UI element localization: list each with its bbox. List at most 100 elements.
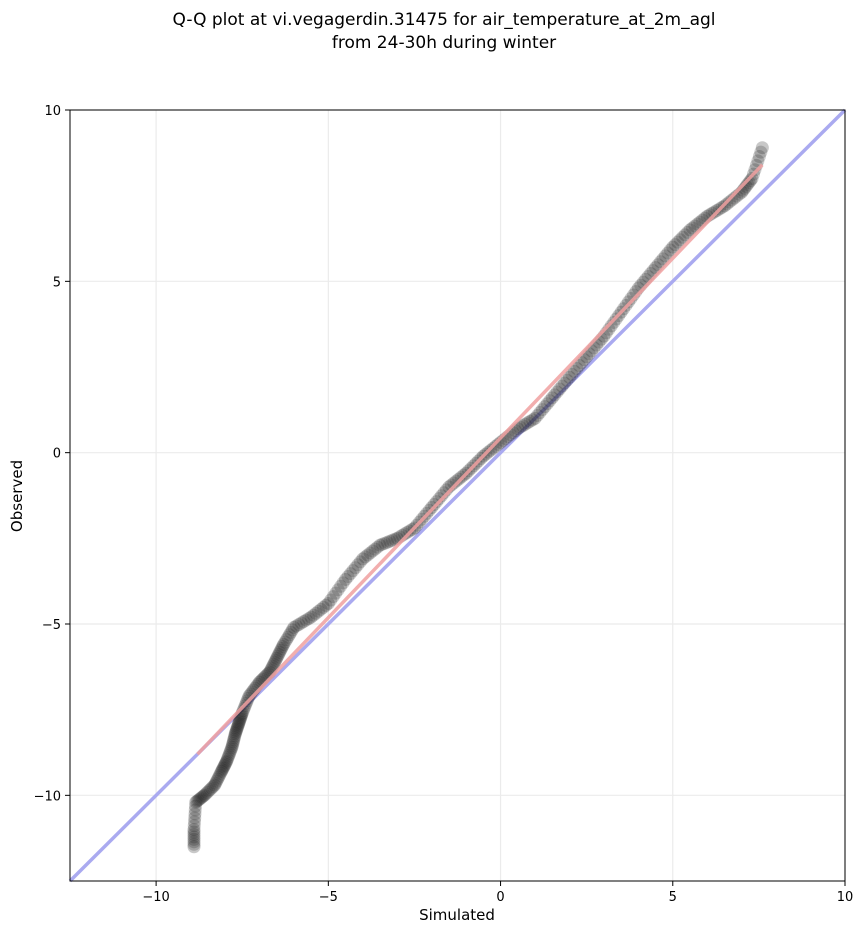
- quantile-point-0: [187, 840, 201, 854]
- quantile-point-interp-13-3: [266, 659, 280, 673]
- reference-line: [68, 108, 847, 883]
- quantile-point-interp-1-3: [188, 811, 202, 825]
- quantile-point-interp-17-1: [307, 608, 321, 622]
- quantile-point-interp-7-4: [227, 733, 241, 747]
- quantile-point-interp-8-5: [231, 719, 245, 733]
- quantile-point-interp-14-3: [273, 645, 287, 659]
- quantile-point-interp-38-2: [671, 235, 685, 249]
- quantile-point-interp-38-6: [681, 225, 695, 239]
- quantile-point-interp-4-3: [211, 772, 225, 786]
- y-axis-label: Observed: [8, 460, 26, 532]
- quantile-point-interp-13-5: [268, 655, 282, 669]
- quantile-point-interp-15-3: [281, 630, 295, 644]
- quantile-point-3: [197, 788, 211, 802]
- quantile-point-interp-19-5: [351, 558, 365, 572]
- quantile-point-interp-5-1: [215, 763, 229, 777]
- quantile-point-interp-18-5: [334, 579, 348, 593]
- quantile-point-interp-20-3: [363, 546, 377, 560]
- quantile-point-interp-14-2: [272, 647, 286, 661]
- quantile-point-interp-30-2: [533, 406, 547, 420]
- quantile-point-interp-16-5: [299, 613, 313, 627]
- quantile-point-interp-8-3: [230, 722, 244, 736]
- quantile-point-interp-7-2: [226, 736, 240, 750]
- quantile-point-interp-24-3: [432, 492, 446, 506]
- quantile-point-interp-17-2: [309, 606, 323, 620]
- quantile-point-interp-25-2: [447, 476, 461, 490]
- plot-frame: [69, 109, 846, 882]
- quantile-point-6: [220, 754, 234, 768]
- quantile-point-interp-9-1: [232, 715, 246, 729]
- quantile-point-interp-41-3: [725, 193, 739, 207]
- quantile-point-interp-30-6: [543, 394, 557, 408]
- quantile-point-interp-43-2: [748, 163, 762, 177]
- y-tick-label-0: −10: [34, 789, 61, 804]
- quantile-point-16: [287, 620, 301, 634]
- quantile-point-38: [666, 240, 680, 254]
- quantile-point-interp-16-3: [294, 616, 308, 630]
- quantile-point-interp-42-6: [744, 173, 758, 187]
- quantile-point-interp-30-4: [538, 400, 552, 414]
- quantile-point-interp-10-6: [241, 691, 255, 705]
- quantile-point-interp-34-3: [604, 319, 618, 333]
- quantile-point-interp-20-1: [358, 550, 372, 564]
- quantile-point-interp-39-1: [685, 221, 699, 235]
- quantile-point-interp-3-5: [205, 781, 219, 795]
- quantile-point-interp-14-5: [275, 641, 289, 655]
- quantile-point-interp-3-1: [199, 787, 213, 801]
- quantile-point-39: [683, 223, 697, 237]
- quantile-point-interp-37-6: [663, 243, 677, 257]
- quantile-point-interp-24-4: [435, 489, 449, 503]
- quantile-point-interp-21-3: [380, 535, 394, 549]
- quantile-point-interp-6-2: [221, 750, 235, 764]
- quantile-point-interp-38-5: [678, 228, 692, 242]
- y-tick-label-3: 5: [53, 275, 61, 290]
- quantile-point-interp-21-1: [375, 537, 389, 551]
- quantile-point-interp-31-1: [548, 388, 562, 402]
- quantile-point-interp-40-2: [705, 206, 719, 220]
- quantile-point-interp-30-5: [540, 397, 554, 411]
- quantile-point-interp-9-3: [233, 712, 247, 726]
- reference-line-group: [68, 108, 847, 883]
- quantile-point-interp-2-1: [190, 794, 204, 808]
- quantile-point-interp-1-4: [188, 807, 202, 821]
- quantile-point-interp-15-4: [282, 628, 296, 642]
- quantile-point-interp-29-1: [513, 420, 527, 434]
- quantile-point-interp-38-4: [676, 230, 690, 244]
- quantile-point-interp-18-4: [331, 583, 345, 597]
- quantile-point-interp-17-5: [316, 600, 330, 614]
- quantile-point-interp-14-4: [274, 643, 288, 657]
- quantile-point-interp-30-3: [535, 403, 549, 417]
- quantile-point-interp-15-5: [284, 625, 298, 639]
- quantile-point-interp-2-4: [194, 791, 208, 805]
- quantile-point-interp-4-6: [214, 766, 228, 780]
- quantile-point-interp-37-4: [658, 249, 672, 263]
- quantile-point-19: [339, 572, 353, 586]
- quantile-point-14: [270, 651, 284, 665]
- quantile-point-interp-6-5: [223, 744, 237, 758]
- y-tick-label-1: −5: [42, 618, 61, 633]
- quantile-point-21: [373, 538, 387, 552]
- x-axis-label: Simulated: [419, 906, 495, 924]
- quantile-point-interp-29-6: [526, 413, 540, 427]
- quantile-point-interp-42-5: [742, 175, 756, 189]
- quantile-point-interp-32-4: [572, 359, 586, 373]
- quantile-point-interp-15-6: [285, 623, 299, 637]
- chart-title-line-1: Q-Q plot at vi.vegagerdin.31475 for air_…: [172, 10, 715, 30]
- quantile-point-interp-14-6: [276, 640, 290, 654]
- chart-title-line-2: from 24-30h during winter: [332, 33, 556, 53]
- quantile-point-interp-19-2: [343, 567, 357, 581]
- quantile-point-interp-16-2: [292, 617, 306, 631]
- quantile-point-interp-37-5: [661, 246, 675, 260]
- quantile-point-interp-5-2: [216, 761, 230, 775]
- quantile-point-interp-38-1: [668, 238, 682, 252]
- quantile-point-interp-29-2: [516, 419, 530, 433]
- quantile-point-interp-31-5: [558, 376, 572, 390]
- quantile-point-interp-40-3: [708, 205, 722, 219]
- quantile-point-interp-8-6: [231, 718, 245, 732]
- quantile-point-interp-18-6: [336, 576, 350, 590]
- quantile-point-interp-0-1: [187, 837, 201, 851]
- quantile-point-18: [321, 596, 335, 610]
- quantile-point-interp-19-1: [341, 570, 355, 584]
- quantile-point-interp-5-3: [217, 760, 231, 774]
- quantile-point-interp-7-6: [228, 729, 242, 743]
